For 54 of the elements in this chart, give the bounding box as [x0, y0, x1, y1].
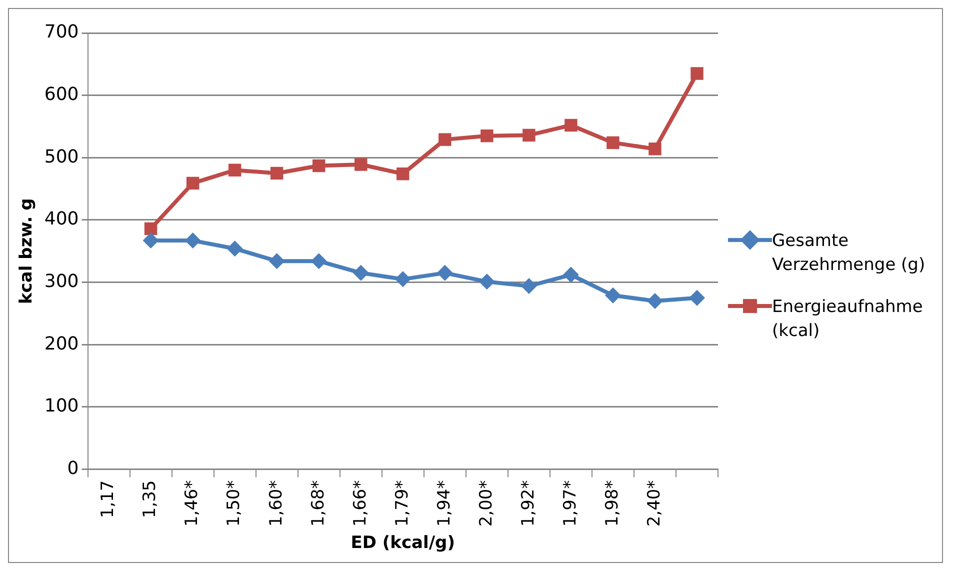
y-tick-label: 200 — [44, 333, 79, 354]
point — [142, 232, 159, 249]
point — [394, 271, 411, 288]
x-tick-label: 1,50* — [224, 480, 244, 527]
x-tick-label: 1,66* — [350, 480, 370, 527]
legend-label: Gesamte Verzehrmenge (g) — [772, 230, 926, 276]
point — [310, 253, 327, 270]
x-tick-label: 2,00* — [476, 480, 496, 527]
point — [354, 158, 368, 171]
point — [522, 128, 536, 142]
point — [228, 164, 242, 176]
x-tick-label: 1,79* — [392, 480, 412, 527]
point — [606, 136, 620, 150]
x-axis-title: ED (kcal/g) — [350, 533, 456, 554]
point — [478, 274, 495, 290]
x-tick-label: 1,35 — [140, 480, 160, 518]
y-axis-title: kcal bzw. g — [16, 198, 37, 304]
point — [480, 129, 494, 142]
y-tick-label: 100 — [44, 396, 79, 417]
x-tick-label: 1,92* — [518, 480, 538, 527]
point — [520, 278, 537, 294]
point — [646, 292, 663, 309]
point — [690, 67, 704, 80]
y-tick-label: 400 — [44, 208, 79, 230]
y-tick-label: 300 — [44, 270, 79, 292]
y-tick-label: 500 — [44, 146, 79, 168]
legend-label: Energieaufnahme (kcal) — [772, 296, 924, 342]
point — [648, 142, 662, 156]
point — [564, 118, 578, 132]
y-tick-label: 0 — [67, 458, 79, 479]
point — [438, 133, 452, 146]
point — [270, 166, 284, 180]
point — [226, 240, 243, 257]
point — [688, 290, 705, 306]
point — [312, 159, 326, 172]
x-tick-label: 1,46* — [182, 480, 202, 527]
x-tick-label: 1,94* — [434, 480, 454, 527]
x-tick-label: 2,40* — [644, 480, 664, 527]
point — [604, 287, 621, 304]
point — [436, 264, 453, 281]
point — [268, 253, 285, 270]
point — [352, 264, 369, 281]
point — [144, 222, 158, 236]
x-tick-label: 1,68* — [308, 480, 328, 527]
point — [396, 167, 410, 180]
x-tick-label: 1,60* — [266, 480, 286, 527]
x-tick-label: 1,98* — [602, 480, 622, 527]
point — [184, 232, 201, 249]
y-tick-label: 600 — [44, 84, 79, 105]
x-tick-label: 1,17 — [98, 480, 118, 518]
point — [186, 176, 200, 190]
y-tick-label: 700 — [44, 22, 79, 43]
x-tick-label: 1,97* — [560, 480, 580, 527]
point — [562, 266, 579, 283]
